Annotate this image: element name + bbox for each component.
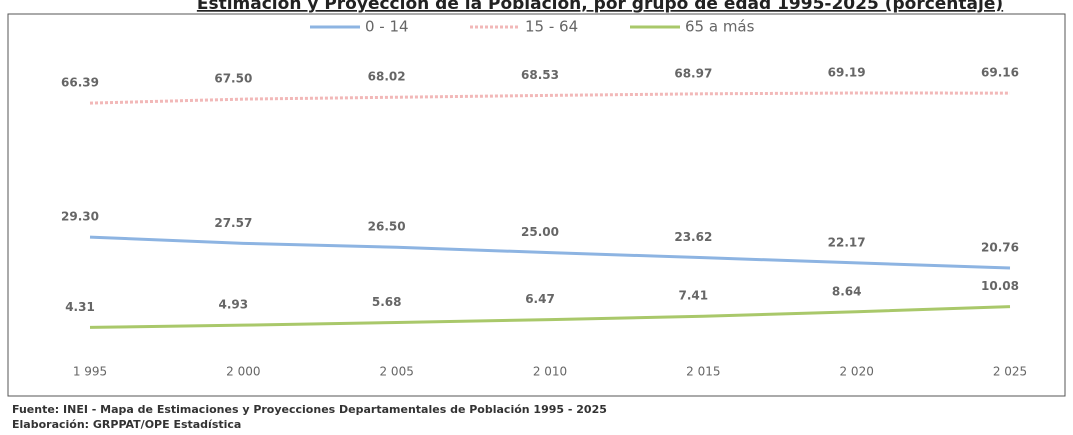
credit: Elaboración: GRPPAT/OPE Estadística <box>12 418 241 431</box>
legend-label: 0 - 14 <box>365 18 409 36</box>
x-tick-label: 2 025 <box>993 365 1027 379</box>
data-label: 69.19 <box>828 66 866 80</box>
data-label: 29.30 <box>61 210 99 224</box>
x-tick-label: 2 020 <box>839 365 873 379</box>
legend-label: 65 a más <box>685 18 755 36</box>
x-tick-label: 2 000 <box>226 365 260 379</box>
x-tick-label: 2 005 <box>379 365 413 379</box>
data-label: 22.17 <box>828 235 866 249</box>
data-label: 68.02 <box>368 70 406 84</box>
data-label: 10.08 <box>981 279 1019 293</box>
x-tick-label: 1 995 <box>73 365 107 379</box>
series-line <box>89 91 1011 105</box>
series-line <box>89 305 1011 329</box>
data-label: 4.31 <box>65 300 95 314</box>
data-label: 25.00 <box>521 225 559 239</box>
data-label: 7.41 <box>679 289 709 303</box>
data-label: 27.57 <box>214 216 252 230</box>
data-label: 8.64 <box>832 284 862 298</box>
data-label: 20.76 <box>981 240 1019 254</box>
x-tick-label: 2 015 <box>686 365 720 379</box>
data-label: 66.39 <box>61 76 99 90</box>
data-label: 26.50 <box>368 220 406 234</box>
source: Fuente: INEI - Mapa de Estimaciones y Pr… <box>12 403 607 416</box>
data-label: 68.97 <box>674 66 712 80</box>
legend-label: 15 - 64 <box>525 18 578 36</box>
series-line <box>89 235 1011 270</box>
data-label: 69.16 <box>981 66 1019 80</box>
data-label: 68.53 <box>521 68 559 82</box>
data-label: 6.47 <box>525 292 555 306</box>
x-tick-label: 2 010 <box>533 365 567 379</box>
chart-title: Estimación y Proyección de la Población,… <box>197 0 1003 14</box>
data-label: 5.68 <box>372 295 402 309</box>
data-label: 23.62 <box>674 230 712 244</box>
data-label: 67.50 <box>214 72 252 86</box>
chart-border <box>7 13 1066 397</box>
data-label: 4.93 <box>219 298 249 312</box>
